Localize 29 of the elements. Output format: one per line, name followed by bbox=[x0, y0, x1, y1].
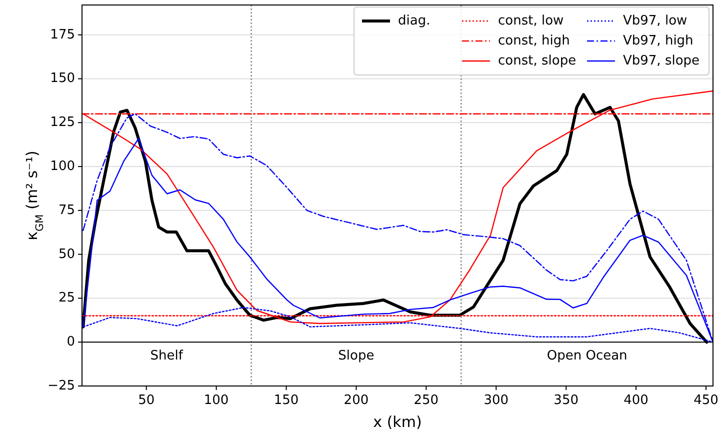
y-tick-label: 0 bbox=[66, 334, 75, 350]
legend-label: const, high bbox=[498, 34, 570, 48]
y-tick-label: 150 bbox=[50, 71, 75, 86]
x-tick-label: 100 bbox=[204, 393, 229, 408]
y-tick-label: −25 bbox=[48, 378, 75, 394]
x-tick-label: 450 bbox=[694, 393, 718, 408]
y-tick-label: 75 bbox=[58, 202, 75, 218]
x-tick-label: 250 bbox=[414, 393, 439, 408]
y-tick-label: 100 bbox=[50, 159, 75, 174]
x-tick-label: 350 bbox=[554, 393, 579, 408]
y-tick-label: 125 bbox=[50, 115, 75, 130]
legend-label: Vb97, low bbox=[623, 14, 688, 28]
x-tick-label: 300 bbox=[484, 393, 509, 408]
legend-label: Vb97, slope bbox=[623, 54, 700, 68]
x-tick-label: 50 bbox=[138, 393, 155, 408]
x-tick-label: 200 bbox=[344, 393, 369, 408]
legend-label: diag. bbox=[398, 14, 430, 28]
x-tick-label: 150 bbox=[274, 393, 299, 408]
legend-label: const, low bbox=[498, 14, 564, 28]
annotation: Shelf bbox=[150, 348, 184, 364]
x-axis-title: x (km) bbox=[373, 413, 422, 431]
annotation: Slope bbox=[338, 348, 374, 364]
annotation: Open Ocean bbox=[546, 348, 628, 364]
x-tick-label: 400 bbox=[624, 393, 648, 408]
y-tick-label: 25 bbox=[58, 290, 75, 306]
legend-label: const, slope bbox=[498, 54, 576, 68]
y-tick-label: 175 bbox=[50, 27, 75, 42]
legend-label: Vb97, high bbox=[623, 34, 694, 48]
y-tick-label: 50 bbox=[58, 246, 75, 262]
